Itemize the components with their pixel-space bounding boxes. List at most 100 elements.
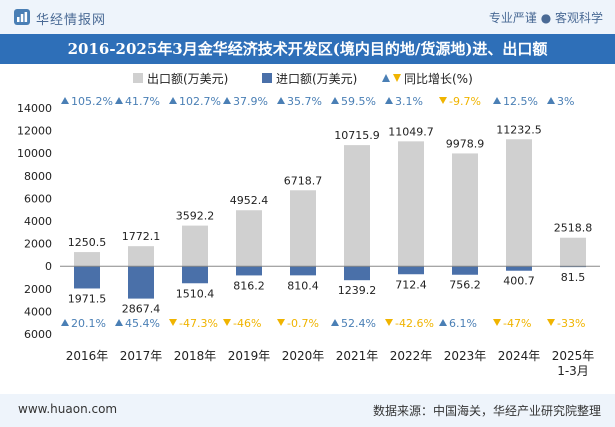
export-value-label: 9978.9 — [446, 137, 485, 150]
up-triangle-icon — [331, 319, 339, 326]
up-triangle-icon — [547, 97, 555, 104]
import-value-label: 81.5 — [561, 271, 586, 284]
export-growth-label: 12.5% — [503, 95, 538, 108]
export-value-label: 1772.1 — [122, 230, 161, 243]
import-growth-label: 6.1% — [449, 317, 477, 330]
up-triangle-icon — [61, 97, 69, 104]
y-tick-label: 6000 — [24, 328, 52, 341]
export-bar — [560, 237, 586, 267]
import-growth-label: 20.1% — [71, 317, 106, 330]
down-triangle-icon — [277, 319, 285, 326]
import-value-label: 810.4 — [287, 279, 319, 292]
y-tick-label: 0 — [45, 260, 52, 273]
x-category-label: 2025年 — [552, 349, 595, 363]
y-tick-label: 10000 — [17, 147, 52, 160]
export-bar — [398, 141, 424, 267]
site-name: 华经情报网 — [36, 13, 107, 28]
export-growth-label: 105.2% — [71, 95, 113, 108]
top-bar: 华经情报网 专业严谨 ● 客观科学 — [0, 0, 615, 34]
x-category-label: 2017年 — [120, 349, 163, 363]
x-category-label: 2022年 — [390, 349, 433, 363]
import-bar — [128, 266, 154, 299]
import-value-label: 816.2 — [233, 279, 265, 292]
down-triangle-icon — [223, 319, 231, 326]
y-tick-label: 2000 — [24, 238, 52, 251]
up-triangle-icon — [61, 319, 69, 326]
import-value-label: 756.2 — [449, 279, 481, 292]
up-triangle-icon — [493, 97, 501, 104]
import-bar — [398, 266, 424, 275]
import-growth-label: -33% — [557, 317, 585, 330]
y-tick-label: 4000 — [24, 305, 52, 318]
legend-import-swatch — [262, 73, 272, 83]
x-category-label: 2018年 — [174, 349, 217, 363]
footer-url: www.huaon.com — [18, 402, 118, 416]
import-growth-label: -47% — [503, 317, 531, 330]
import-value-label: 1971.5 — [68, 292, 107, 305]
up-triangle-icon — [439, 319, 447, 326]
x-category-label: 2016年 — [66, 349, 109, 363]
legend-export-label: 出口额(万美元) — [147, 72, 228, 86]
up-triangle-icon — [169, 97, 177, 104]
import-growth-label: -47.3% — [179, 317, 218, 330]
down-triangle-icon — [547, 319, 555, 326]
chart-plot: 14000 12000 10000 8000 6000 4000 2000 0 2000 4000… — [17, 72, 600, 378]
import-value-label: 712.4 — [395, 278, 427, 291]
export-value-label: 6718.7 — [284, 174, 323, 187]
export-value-label: 3592.2 — [176, 210, 215, 223]
import-value-label: 1239.2 — [338, 284, 377, 297]
x-category-label: 2019年 — [228, 349, 271, 363]
import-growth-label: -0.7% — [287, 317, 319, 330]
export-value-label: 2518.8 — [554, 222, 593, 235]
y-tick-label: 8000 — [24, 170, 52, 183]
export-bar — [128, 246, 154, 267]
export-bar — [506, 139, 532, 267]
y-tick-label: 4000 — [24, 215, 52, 228]
import-bar — [344, 266, 370, 281]
export-bar — [74, 252, 100, 267]
export-growth-label: 37.9% — [233, 95, 268, 108]
up-triangle-icon — [115, 319, 123, 326]
import-growth-label: 52.4% — [341, 317, 376, 330]
up-triangle-icon — [223, 97, 231, 104]
import-growth-label: -46% — [233, 317, 261, 330]
legend-growth-label: 同比增长(%) — [404, 72, 473, 86]
export-bar — [290, 190, 316, 267]
import-bar — [236, 266, 262, 276]
export-growth-label: 59.5% — [341, 95, 376, 108]
footer — [0, 394, 615, 427]
export-value-label: 11232.5 — [496, 123, 542, 136]
y-tick-label: 14000 — [17, 102, 52, 115]
import-growth-label: -42.6% — [395, 317, 434, 330]
x-category-label: 2023年 — [444, 349, 487, 363]
up-triangle-icon — [115, 97, 123, 104]
x-category-label: 1-3月 — [557, 364, 589, 378]
legend-import-label: 进口额(万美元) — [276, 72, 357, 86]
title-bar — [0, 34, 615, 64]
slogan: 专业严谨 ● 客观科学 — [488, 11, 603, 25]
up-triangle-icon — [385, 97, 393, 104]
export-value-label: 10715.9 — [334, 129, 380, 142]
x-category-label: 2021年 — [336, 349, 379, 363]
export-growth-label: 102.7% — [179, 95, 221, 108]
import-bar — [182, 266, 208, 284]
export-value-label: 11049.7 — [388, 125, 434, 138]
import-value-label: 400.7 — [503, 275, 535, 288]
down-triangle-icon — [169, 319, 177, 326]
down-triangle-icon — [439, 97, 447, 104]
export-growth-label: -9.7% — [449, 95, 481, 108]
export-bar — [182, 225, 208, 267]
legend-up-triangle-icon — [382, 74, 390, 82]
export-bar — [236, 210, 262, 267]
export-bar — [344, 145, 370, 267]
import-value-label: 1510.4 — [176, 287, 215, 300]
legend-down-triangle-icon — [393, 74, 401, 82]
up-triangle-icon — [277, 97, 285, 104]
legend-export-swatch — [133, 73, 143, 83]
import-bar — [74, 266, 100, 289]
export-value-label: 4952.4 — [230, 194, 269, 207]
x-category-label: 2024年 — [498, 349, 541, 363]
logo-icon — [14, 9, 30, 25]
export-growth-label: 35.7% — [287, 95, 322, 108]
